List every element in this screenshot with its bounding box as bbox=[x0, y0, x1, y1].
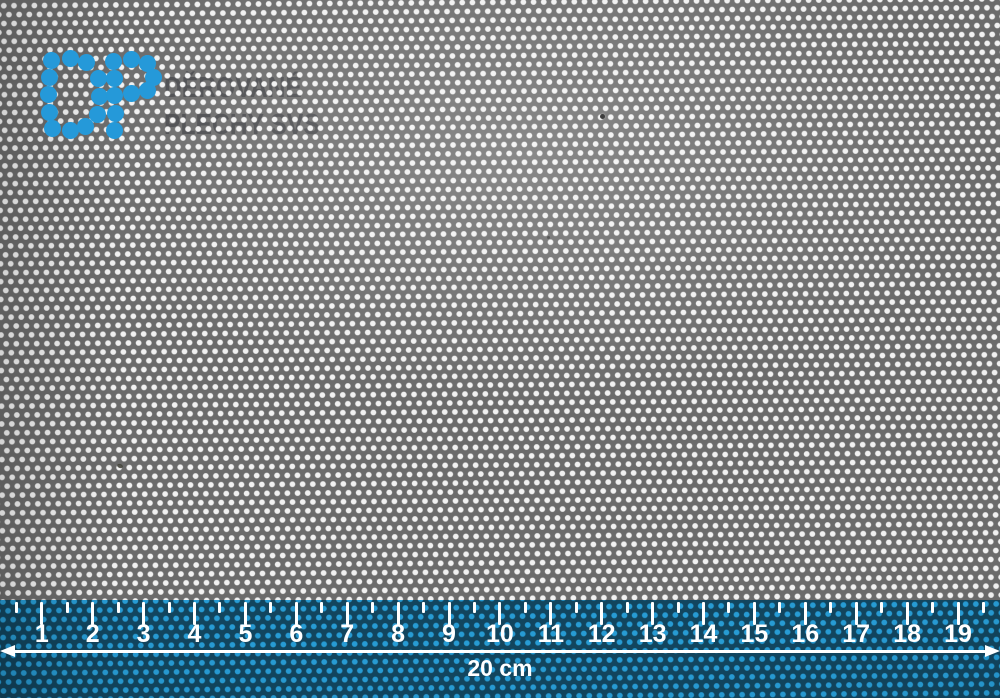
logo-dot bbox=[104, 52, 122, 70]
logo-dot bbox=[122, 50, 140, 68]
ruler-number: 12 bbox=[587, 620, 616, 648]
ruler-tick-minor bbox=[472, 602, 476, 613]
ruler-tick-minor bbox=[625, 602, 629, 613]
ruler-number: 14 bbox=[689, 620, 718, 648]
ruler-tick-major bbox=[803, 602, 807, 625]
logo-dot bbox=[43, 119, 61, 137]
ruler-tick-minor bbox=[269, 602, 273, 613]
ruler-tick-minor bbox=[14, 602, 18, 613]
ruler-number: 11 bbox=[537, 620, 565, 648]
logo-dot bbox=[144, 68, 162, 86]
logo-dot bbox=[138, 54, 156, 72]
ruler-tick-major bbox=[752, 602, 756, 625]
ruler-number: 8 bbox=[391, 620, 406, 648]
sheet-blemish bbox=[600, 114, 605, 119]
ruler-number: 2 bbox=[85, 620, 100, 648]
logo-dot bbox=[61, 121, 79, 139]
ruler-tick-major bbox=[193, 602, 196, 625]
logo-dot bbox=[89, 69, 107, 87]
ruler-tick-minor bbox=[116, 602, 120, 613]
ruler-tick-minor bbox=[727, 602, 731, 613]
ruler-number: 13 bbox=[638, 620, 667, 648]
ruler-tick-major bbox=[905, 602, 909, 625]
ruler-number: 16 bbox=[791, 620, 820, 648]
ruler-tick-major bbox=[243, 602, 247, 625]
ruler-tick-major bbox=[447, 602, 451, 625]
ruler-number: 17 bbox=[842, 620, 871, 648]
ruler-tick-minor bbox=[880, 602, 884, 613]
ruler-tick-minor bbox=[320, 602, 324, 613]
ruler-tick-major bbox=[345, 602, 349, 625]
logo-dot bbox=[40, 68, 58, 86]
logo-dot bbox=[138, 81, 156, 99]
ruler-tick-minor bbox=[574, 602, 578, 613]
ruler-number: 19 bbox=[944, 620, 972, 648]
ruler-number: 18 bbox=[893, 620, 921, 648]
logo-dot bbox=[40, 103, 58, 121]
ruler-tick-major bbox=[40, 602, 44, 625]
ruler-number: 7 bbox=[340, 620, 355, 648]
ruler-tick-major bbox=[91, 602, 95, 625]
ruler-tick-minor bbox=[778, 602, 782, 613]
ruler-total-label: 20 cm bbox=[467, 655, 533, 681]
logo-dot bbox=[77, 53, 95, 71]
ruler-tick-major bbox=[600, 602, 604, 625]
logo-dot bbox=[105, 86, 123, 104]
ruler-number: 10 bbox=[485, 620, 514, 648]
ruler-number: 5 bbox=[238, 620, 253, 648]
ruler-number: 9 bbox=[442, 620, 456, 648]
ruler-marks: 20 cm 1 2 3 4 5 6 7 8 9 10 11 12 13 14 15 16 17 18 19 bbox=[0, 600, 1000, 698]
ruler-tick-minor bbox=[676, 602, 680, 613]
ruler-tick-minor bbox=[218, 602, 222, 613]
logo-dot bbox=[122, 84, 140, 102]
logo-dot bbox=[39, 85, 57, 103]
ruler-tick-major bbox=[956, 602, 960, 625]
ruler-tick-minor bbox=[829, 602, 833, 613]
ruler-span-line bbox=[0, 645, 1000, 657]
logo-dot bbox=[76, 117, 94, 135]
ruler-tick-minor bbox=[65, 602, 69, 613]
arrow-right-icon bbox=[985, 645, 1000, 657]
ruler-tick-major bbox=[498, 602, 502, 625]
ruler-tick-major bbox=[854, 602, 858, 625]
ruler-number: 15 bbox=[740, 620, 769, 648]
ruler-tick-major bbox=[702, 602, 705, 625]
sheet-blemish bbox=[547, 236, 550, 239]
ruler-number: 4 bbox=[187, 620, 202, 648]
logo-dot bbox=[42, 51, 60, 69]
arrow-left-icon bbox=[0, 645, 15, 657]
ruler-number: 6 bbox=[289, 620, 304, 648]
logo-dot bbox=[105, 121, 123, 139]
ruler-tick-major bbox=[142, 602, 146, 625]
logo-dot bbox=[88, 105, 106, 123]
ruler-tick-minor bbox=[931, 602, 935, 613]
logo-dot bbox=[90, 87, 108, 105]
ruler-tick-minor bbox=[981, 602, 985, 613]
logo-dot bbox=[61, 49, 79, 67]
ruler-tick-minor bbox=[422, 602, 426, 613]
ruler-number: 3 bbox=[136, 620, 151, 648]
logo-dot bbox=[105, 69, 123, 87]
logo-dot bbox=[106, 104, 124, 122]
ruler-tick-minor bbox=[371, 602, 375, 613]
ruler-tick-minor bbox=[167, 602, 171, 613]
ruler-number: 1 bbox=[34, 620, 49, 648]
ruler-tick-major bbox=[549, 602, 553, 625]
ruler-tick-major bbox=[651, 602, 655, 625]
ruler-tick-major bbox=[396, 602, 400, 625]
ruler-tick-minor bbox=[523, 602, 527, 613]
ruler-tick-major bbox=[294, 602, 298, 625]
